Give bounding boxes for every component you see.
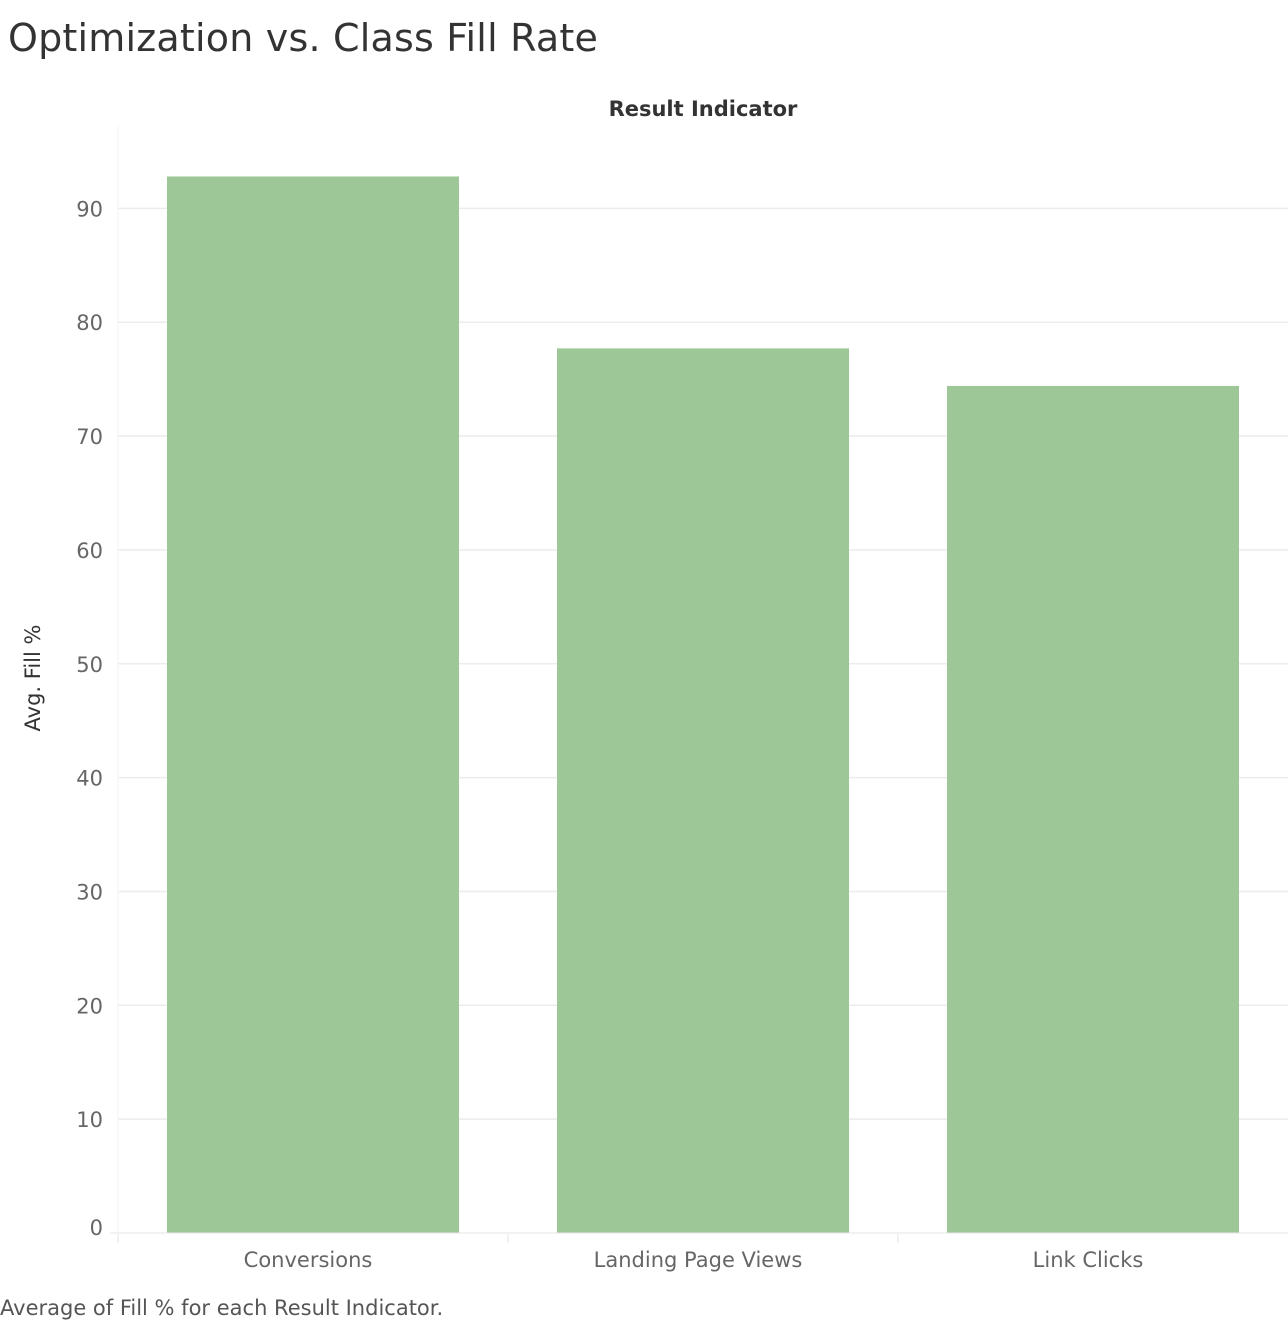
y-tick-label: 10 bbox=[76, 1108, 103, 1132]
x-axis-ticks: Conversions Landing Page Views Link Clicks bbox=[117, 1234, 1144, 1272]
bars bbox=[167, 176, 1239, 1233]
y-tick-label: 60 bbox=[76, 539, 103, 563]
x-axis-title: Result Indicator bbox=[609, 97, 798, 121]
y-tick-label: 50 bbox=[76, 653, 103, 677]
y-tick-label: 20 bbox=[76, 994, 103, 1018]
y-axis-ticks: 0 10 20 30 40 50 60 70 80 90 bbox=[76, 197, 103, 1240]
chart-caption: Average of Fill % for each Result Indica… bbox=[0, 1296, 444, 1320]
x-tick-label: Landing Page Views bbox=[594, 1248, 803, 1272]
bar-landing-page-views bbox=[557, 348, 849, 1233]
bar-chart: Result Indicator Avg. Fill % 0 10 20 30 40 50… bbox=[21, 97, 1288, 1272]
y-tick-label: 70 bbox=[76, 425, 103, 449]
y-tick-label: 40 bbox=[76, 767, 103, 791]
y-tick-label: 30 bbox=[76, 880, 103, 904]
y-axis-title: Avg. Fill % bbox=[21, 625, 45, 732]
y-tick-label: 0 bbox=[90, 1216, 103, 1240]
y-tick-label: 80 bbox=[76, 311, 103, 335]
chart-title: Optimization vs. Class Fill Rate bbox=[8, 16, 599, 60]
x-tick-label: Link Clicks bbox=[1033, 1248, 1144, 1272]
x-tick-label: Conversions bbox=[244, 1248, 373, 1272]
bar-conversions bbox=[167, 176, 459, 1233]
y-tick-label: 90 bbox=[76, 197, 103, 221]
bar-link-clicks bbox=[947, 385, 1239, 1233]
